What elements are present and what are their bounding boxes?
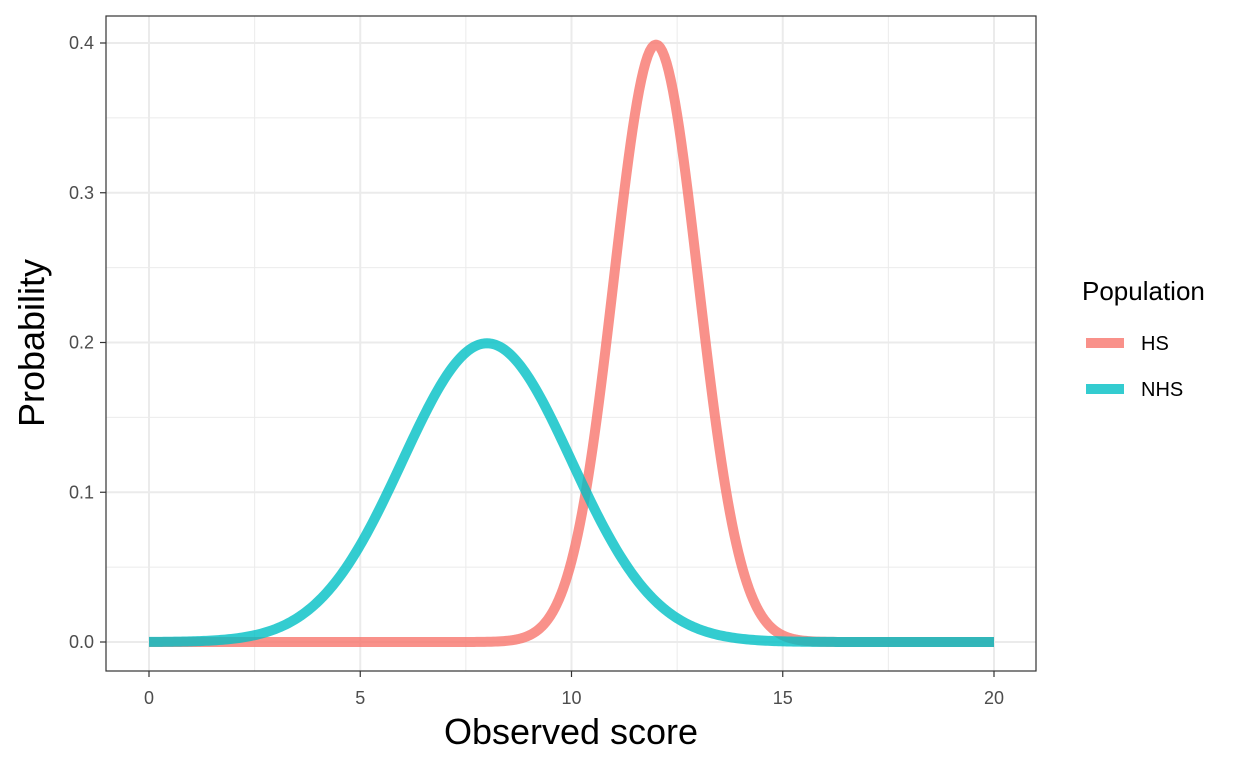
x-tick-label: 10 [561, 688, 581, 708]
y-tick-label: 0.0 [69, 632, 94, 652]
legend-title: Population [1082, 276, 1205, 306]
legend-items: HS NHS [1086, 333, 1183, 401]
x-tick-label: 15 [773, 688, 793, 708]
x-tick-labels: 0 5 10 15 20 [144, 688, 1004, 708]
x-axis-title: Observed score [444, 711, 698, 752]
legend-label-hs: HS [1141, 333, 1169, 355]
legend: Population HS NHS [1082, 276, 1205, 401]
series-lines [146, 39, 997, 647]
y-tick-label: 0.1 [69, 482, 94, 502]
y-axis-title: Probability [11, 259, 52, 427]
x-tick-label: 20 [984, 688, 1004, 708]
y-tick-label: 0.4 [69, 33, 94, 53]
legend-label-nhs: NHS [1141, 379, 1183, 401]
axis-ticks [100, 42, 995, 677]
x-tick-label: 0 [144, 688, 154, 708]
y-tick-label: 0.2 [69, 333, 94, 353]
y-tick-label: 0.3 [69, 183, 94, 203]
series-line-nhs [146, 338, 997, 647]
x-tick-label: 5 [355, 688, 365, 708]
y-tick-labels: 0.0 0.1 0.2 0.3 0.4 [69, 33, 94, 652]
